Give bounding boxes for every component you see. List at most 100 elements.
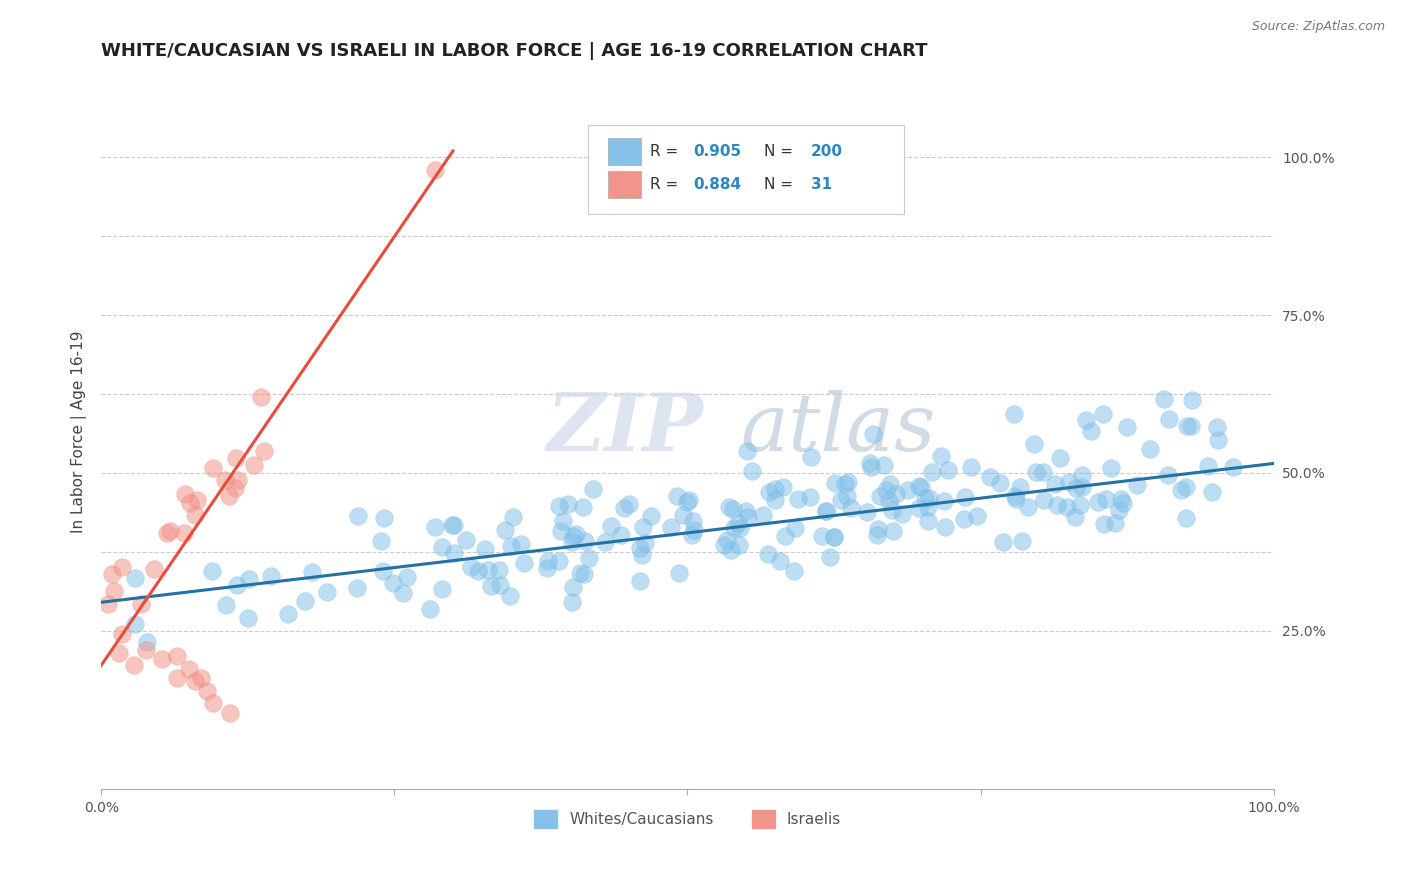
Point (1116, 420, 1139, 434)
Point (1056, 500, 1078, 514)
Point (628, 541, 651, 555)
Point (294, 594, 316, 608)
Point (681, 528, 703, 542)
Point (488, 563, 510, 577)
Point (1181, 393, 1204, 408)
Point (921, 465, 943, 479)
Point (682, 514, 704, 528)
Point (1076, 413, 1098, 427)
Point (1174, 480, 1197, 494)
Point (1046, 498, 1069, 512)
Point (190, 671, 212, 685)
Point (373, 564, 395, 578)
Text: R =: R = (650, 177, 683, 192)
Point (537, 554, 560, 568)
Point (1206, 434, 1229, 448)
Point (613, 501, 636, 516)
Point (799, 490, 821, 504)
Point (195, 683, 218, 698)
Point (177, 662, 200, 676)
Point (101, 566, 124, 581)
Text: Source: ZipAtlas.com: Source: ZipAtlas.com (1251, 20, 1385, 33)
Text: 0.884: 0.884 (693, 177, 741, 192)
Point (914, 491, 936, 505)
Text: ZIP: ZIP (547, 390, 703, 467)
Text: atlas: atlas (740, 390, 935, 467)
Point (1175, 419, 1198, 434)
Point (1197, 458, 1219, 473)
Point (908, 479, 931, 493)
Point (236, 610, 259, 624)
Point (723, 521, 745, 535)
Point (800, 450, 823, 465)
Point (1057, 475, 1080, 489)
Point (201, 696, 224, 710)
Point (186, 493, 208, 508)
Point (510, 537, 533, 551)
Point (159, 524, 181, 539)
Point (238, 573, 260, 587)
Point (536, 561, 558, 575)
Point (561, 529, 583, 543)
Point (184, 674, 207, 689)
Point (884, 487, 907, 501)
Point (720, 542, 742, 557)
Point (918, 491, 941, 505)
Point (666, 489, 689, 503)
Point (1180, 419, 1202, 434)
Point (879, 476, 901, 491)
Point (633, 519, 655, 533)
Point (675, 494, 697, 508)
Point (477, 563, 499, 577)
Point (837, 489, 859, 503)
Point (346, 581, 368, 595)
Point (460, 560, 482, 574)
Point (499, 539, 522, 553)
Point (1004, 489, 1026, 503)
Point (862, 427, 884, 442)
Point (910, 480, 932, 494)
Point (512, 556, 534, 570)
Point (494, 523, 516, 537)
Point (634, 536, 657, 550)
Point (1157, 412, 1180, 426)
Point (880, 502, 903, 516)
Point (430, 582, 453, 596)
Point (1004, 492, 1026, 507)
Point (454, 533, 477, 548)
Point (135, 642, 157, 657)
Point (877, 494, 900, 508)
Point (600, 519, 623, 533)
Point (502, 510, 524, 524)
Point (773, 529, 796, 543)
Point (259, 569, 281, 583)
Point (936, 463, 959, 477)
Point (179, 496, 201, 510)
Point (837, 475, 859, 489)
Point (619, 496, 641, 510)
Point (277, 607, 299, 622)
Point (1104, 516, 1126, 531)
Point (219, 706, 242, 720)
Point (811, 529, 834, 543)
Point (929, 449, 952, 463)
Point (1095, 492, 1118, 507)
Point (224, 481, 246, 495)
Point (593, 534, 616, 549)
Point (741, 464, 763, 478)
Legend: Whites/Caucasians, Israelis: Whites/Caucasians, Israelis (527, 804, 848, 834)
Point (243, 458, 266, 473)
Point (834, 477, 856, 491)
Text: 0.905: 0.905 (693, 144, 741, 159)
Point (866, 522, 889, 536)
Point (561, 595, 583, 609)
Point (214, 598, 236, 612)
Point (547, 554, 569, 568)
Point (953, 490, 976, 504)
Point (111, 560, 134, 574)
Point (572, 566, 595, 581)
Point (890, 507, 912, 521)
Point (550, 524, 572, 538)
Point (373, 511, 395, 525)
Point (489, 577, 512, 591)
